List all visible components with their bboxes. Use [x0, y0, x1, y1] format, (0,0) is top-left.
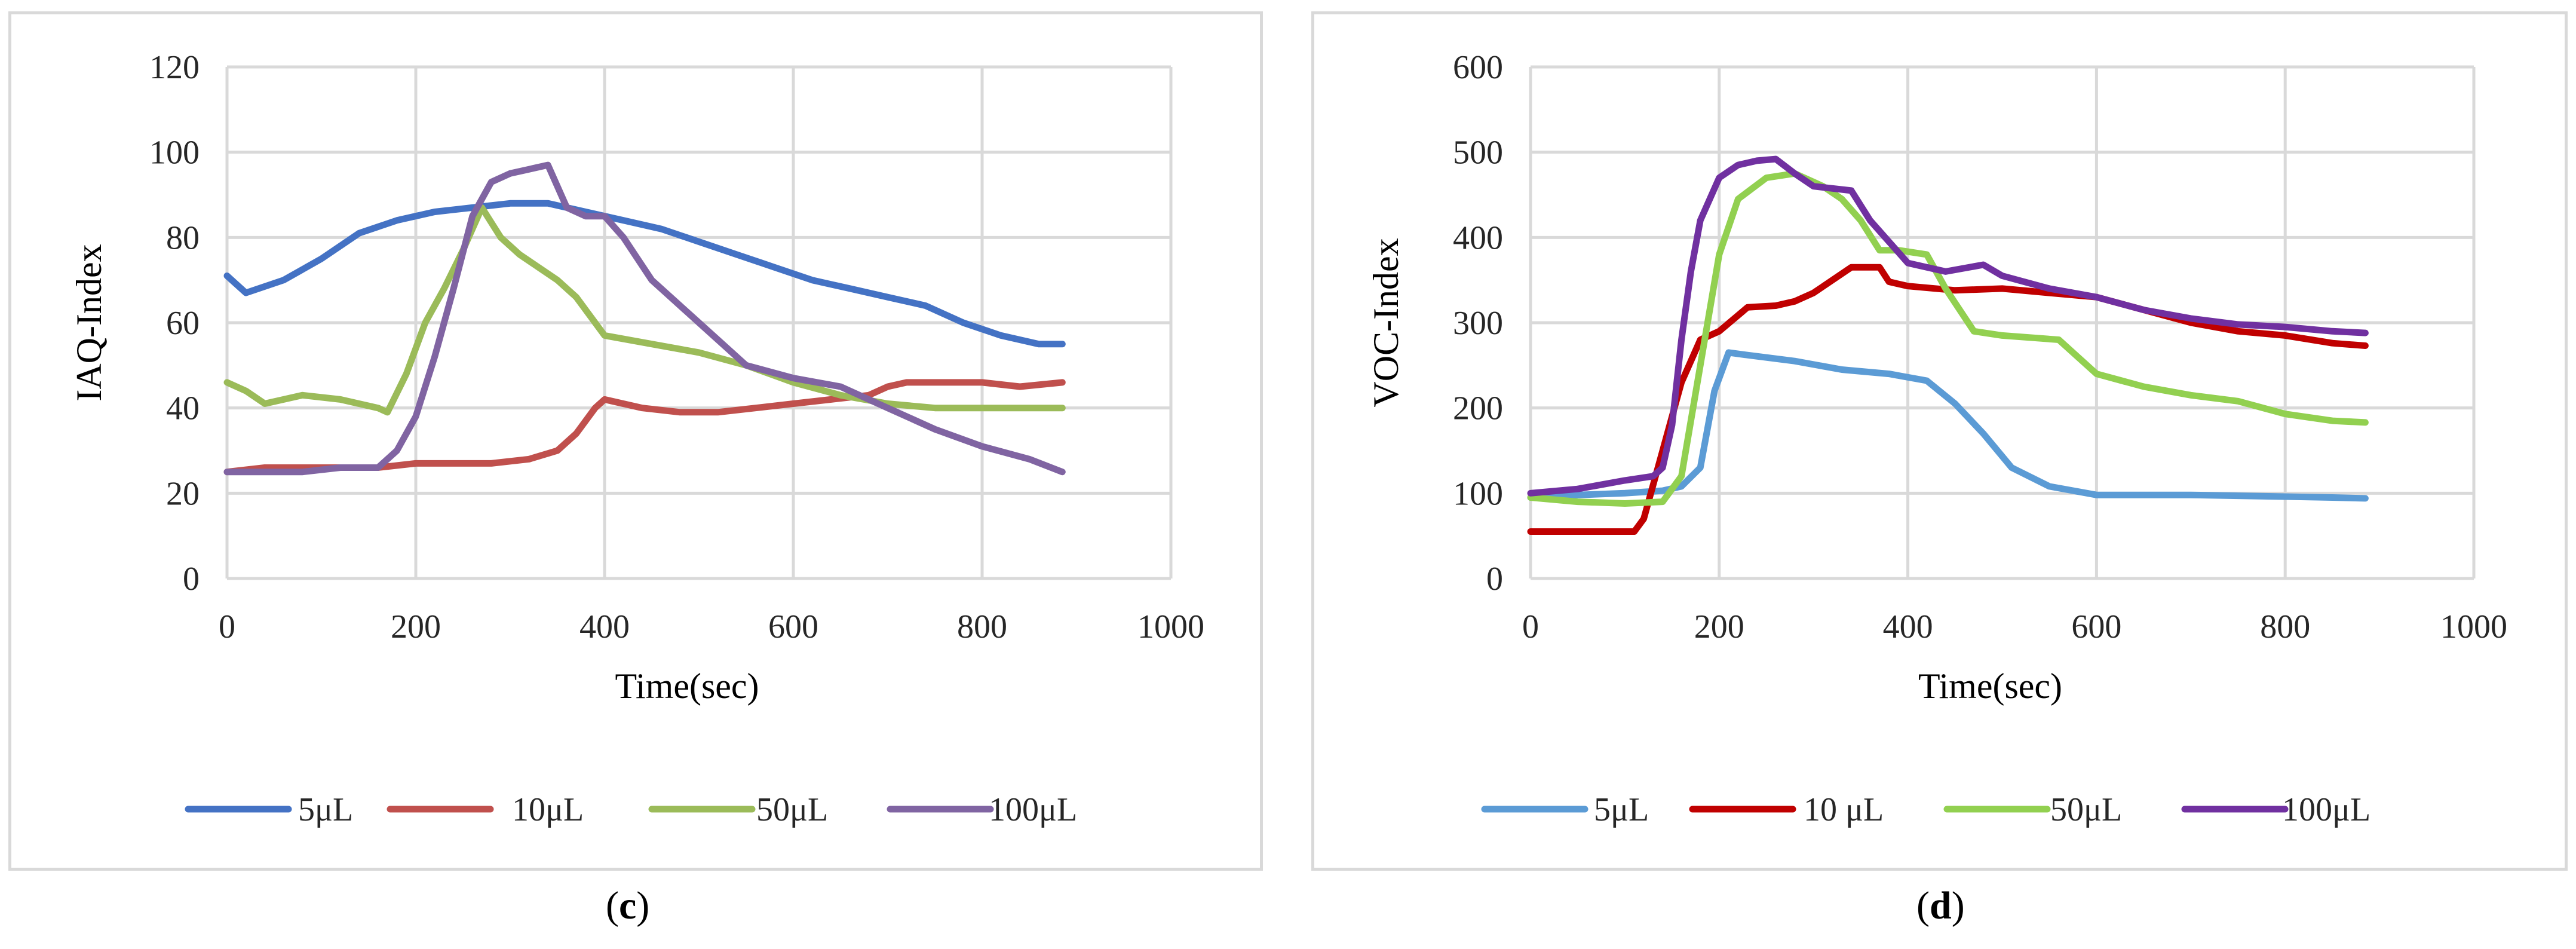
chart-c-y-tick-label: 60 — [166, 305, 200, 342]
chart-panel-d: 0 100 200 300 400 500 600 0 200 400 600 800 1000 Time… — [1311, 11, 2568, 871]
chart-c-y-tick-label: 20 — [166, 475, 200, 512]
caption-d: (d) — [1916, 884, 1965, 927]
chart-d-legend-label-3: 50μL — [2050, 791, 2122, 828]
chart-c-legend-label-1: 5μL — [298, 791, 353, 828]
caption-c: (c) — [606, 884, 650, 927]
chart-c-legend-label-2: 10μL — [512, 791, 584, 828]
chart-d-y-tick-label: 500 — [1453, 134, 1503, 172]
chart-c-series-line-4 — [223, 161, 1066, 476]
chart-d-x-tick-label: 400 — [1883, 608, 1933, 645]
chart-d-x-tick-label: 800 — [2260, 608, 2310, 645]
chart-d-series-line-3 — [1527, 170, 2369, 507]
chart-c-x-tick-label: 800 — [957, 608, 1007, 645]
chart-c-x-axis-title: Time(sec) — [615, 666, 759, 706]
chart-c-y-axis-title: IAQ-Index — [69, 244, 109, 401]
chart-d-svg: 0 100 200 300 400 500 600 0 200 400 600 800 1000 Time… — [1366, 49, 2507, 828]
chart-d-x-tick-label: 200 — [1694, 608, 1744, 645]
chart-c-y-tick-label: 100 — [149, 134, 200, 172]
chart-c-x-tick-label: 1000 — [1137, 608, 1204, 645]
chart-c-series-line-2 — [223, 379, 1066, 476]
chart-d-x-tick-label: 0 — [1522, 608, 1539, 645]
chart-c-y-tick-label: 120 — [149, 49, 200, 86]
chart-d-x-axis-title: Time(sec) — [1918, 666, 2062, 706]
chart-d-legend-label-2: 10 μL — [1804, 791, 1884, 828]
chart-d-series-line-4 — [1527, 155, 2369, 497]
chart-d-y-tick-label: 400 — [1453, 219, 1503, 256]
chart-d-legend-label-1: 5μL — [1594, 791, 1649, 828]
chart-c-series-line-1 — [223, 200, 1066, 348]
chart-d-y-tick-label: 0 — [1486, 561, 1503, 598]
chart-c-y-tick-label: 80 — [166, 219, 200, 256]
chart-c-x-tick-label: 200 — [391, 608, 441, 645]
chart-c-y-tick-label: 40 — [166, 390, 200, 427]
chart-c-x-tick-label: 600 — [768, 608, 818, 645]
chart-d-y-tick-label: 100 — [1453, 475, 1503, 512]
chart-c-legend-label-3: 50μL — [756, 791, 828, 828]
chart-d-y-tick-label: 300 — [1453, 305, 1503, 342]
chart-c-y-tick-label: 0 — [183, 561, 200, 598]
chart-d-x-tick-label: 1000 — [2440, 608, 2507, 645]
chart-d-legend-label-4: 100μL — [2282, 791, 2370, 828]
chart-d-series-line-1 — [1527, 349, 2369, 502]
chart-d-y-axis-title: VOC-Index — [1366, 238, 1406, 407]
chart-c-legend-label-4: 100μL — [989, 791, 1077, 828]
chart-d-y-tick-label: 200 — [1453, 390, 1503, 427]
chart-d-y-tick-label: 600 — [1453, 49, 1503, 86]
chart-c-x-tick-label: 0 — [219, 608, 235, 645]
chart-c-svg: 0 20 40 60 80 100 120 0 200 400 600 800 1000 Time(sec… — [69, 49, 1204, 828]
chart-c-x-tick-label: 400 — [579, 608, 630, 645]
chart-panel-c: 0 20 40 60 80 100 120 0 200 400 600 800 1000 Time(sec… — [8, 11, 1263, 871]
chart-d-x-tick-label: 600 — [2071, 608, 2121, 645]
